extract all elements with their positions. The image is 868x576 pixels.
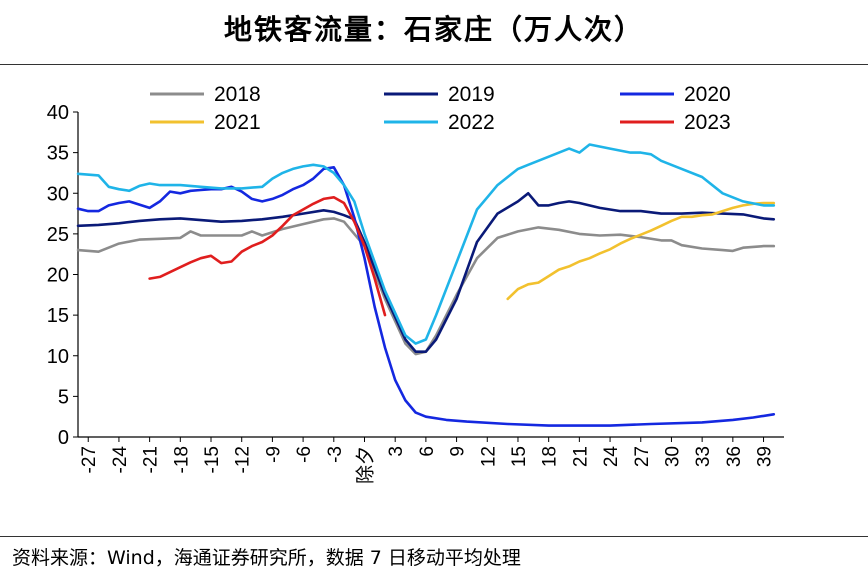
x-tick-label: 6 — [417, 446, 438, 457]
plot-lines — [76, 143, 776, 427]
y-tick-label: 25 — [47, 224, 69, 246]
legend-label-2020: 2020 — [684, 83, 731, 106]
x-tick-label: 36 — [724, 446, 745, 467]
x-tick-label: 15 — [509, 446, 530, 467]
title-divider — [0, 64, 868, 65]
metro-ridership-chart: 2018 2019 2020 2021 2022 2023 0 5 10 15 20 25 30 35 4… — [47, 83, 784, 484]
x-tick-label: 12 — [478, 446, 499, 467]
x-tick-label: 39 — [755, 446, 776, 467]
y-tick-label: 15 — [47, 305, 69, 327]
x-axis: -27 -24 -21 -18 -15 -12 -9 -6 -3 除夕 3 6 9 12 15 18 21 24 2… — [78, 436, 784, 484]
legend: 2018 2019 2020 2021 2022 2023 — [150, 83, 731, 134]
x-tick-label: -15 — [202, 446, 223, 473]
series-line-2020 — [76, 166, 776, 427]
x-tick-label: 9 — [448, 446, 469, 457]
x-tick-label: -12 — [233, 446, 254, 473]
x-tick-label: 27 — [632, 446, 653, 467]
series-line-2019 — [76, 192, 776, 354]
source-divider — [0, 536, 868, 537]
legend-label-2019: 2019 — [448, 83, 495, 106]
x-tick-label: -18 — [171, 446, 192, 473]
y-tick-label: 40 — [47, 102, 69, 124]
x-tick-label: 21 — [570, 446, 591, 467]
x-tick-label: -3 — [325, 446, 346, 463]
legend-label-2022: 2022 — [448, 111, 495, 134]
y-tick-label: 20 — [47, 265, 69, 287]
y-tick-label: 35 — [47, 143, 69, 165]
series-line-2023 — [148, 196, 387, 317]
legend-label-2023: 2023 — [684, 111, 731, 134]
x-tick-label: -9 — [263, 446, 284, 463]
y-tick-label: 5 — [58, 386, 69, 408]
x-tick-label: 33 — [693, 446, 714, 467]
y-tick-label: 10 — [47, 346, 69, 368]
x-tick-label: 除夕 — [354, 446, 376, 484]
x-tick-label: -24 — [110, 446, 131, 474]
x-tick-label: -21 — [141, 446, 162, 473]
x-tick-label: 24 — [601, 446, 622, 468]
chart-title: 地铁客流量：石家庄（万人次） — [223, 13, 644, 46]
y-tick-label: 0 — [58, 427, 69, 449]
legend-label-2021: 2021 — [214, 111, 261, 134]
x-tick-label: -27 — [79, 446, 100, 473]
y-axis: 0 5 10 15 20 25 30 35 40 — [47, 102, 79, 449]
series-line-2018 — [76, 217, 776, 356]
x-tick-label: -6 — [294, 446, 315, 463]
x-tick-label: 18 — [540, 446, 561, 467]
x-tick-label: 3 — [386, 446, 407, 457]
legend-label-2018: 2018 — [214, 83, 261, 106]
series-line-2022 — [76, 143, 776, 345]
source-note: 资料来源：Wind，海通证券研究所，数据 7 日移动平均处理 — [12, 547, 521, 569]
x-tick-label: 30 — [662, 446, 683, 467]
y-tick-label: 30 — [47, 183, 69, 205]
series-line-2021 — [506, 201, 776, 301]
